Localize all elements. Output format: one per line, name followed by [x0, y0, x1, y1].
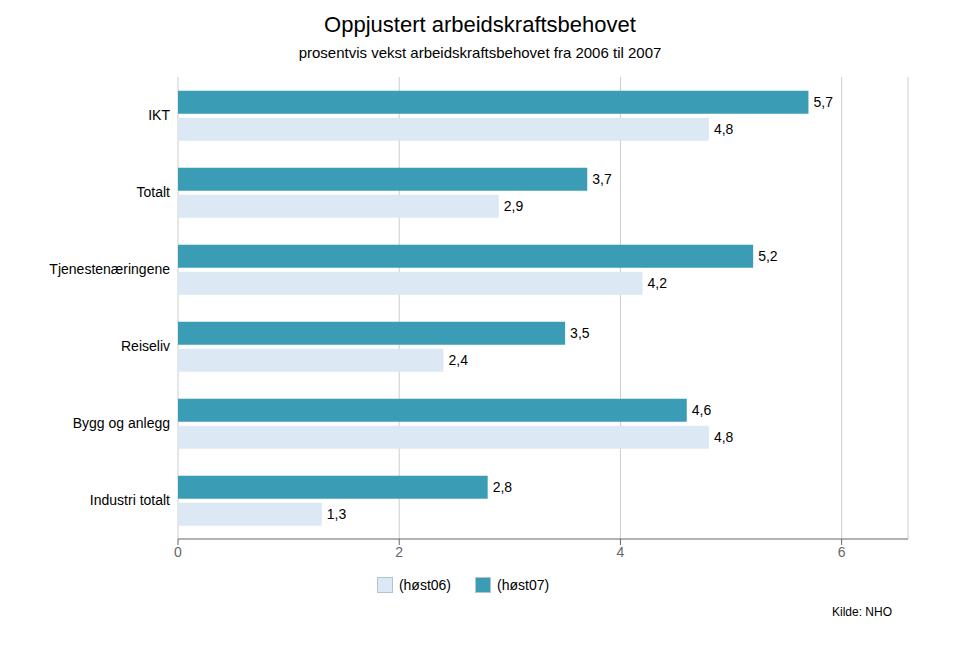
html-text:(høst06): (høst06)	[398, 577, 451, 593]
svg-text:Reiseliv: Reiseliv	[121, 338, 170, 354]
svg-text:3,5: 3,5	[570, 325, 590, 341]
svg-text:2,8: 2,8	[493, 479, 513, 495]
svg-text:Tjenestenæringene: Tjenestenæringene	[49, 261, 170, 277]
svg-text:IKT: IKT	[148, 107, 170, 123]
html-text:prosentvis vekst arbeidskrafts: prosentvis vekst arbeidskraftsbehovet fr…	[298, 44, 662, 61]
svg-text:5,2: 5,2	[758, 248, 778, 264]
svg-text:4,8: 4,8	[714, 429, 734, 445]
svg-text:5,7: 5,7	[813, 94, 833, 110]
svg-text:2: 2	[395, 544, 403, 560]
svg-text:Industri totalt: Industri totalt	[90, 492, 170, 508]
html-text:Oppjustert arbeidskraftsbehove: Oppjustert arbeidskraftsbehovet	[324, 12, 636, 37]
svg-text:4,8: 4,8	[714, 121, 734, 137]
svg-text:6: 6	[838, 544, 846, 560]
svg-text:2,4: 2,4	[448, 352, 468, 368]
svg-text:4: 4	[617, 544, 625, 560]
svg-text:4,6: 4,6	[692, 402, 712, 418]
svg-text:2,9: 2,9	[504, 198, 524, 214]
svg-text:Totalt: Totalt	[137, 184, 171, 200]
svg-text:0: 0	[174, 544, 182, 560]
svg-text:4,2: 4,2	[648, 275, 668, 291]
svg-text:Bygg og anlegg: Bygg og anlegg	[73, 415, 170, 431]
svg-text:3,7: 3,7	[592, 171, 612, 187]
html-text:Kilde: NHO: Kilde: NHO	[832, 605, 892, 619]
html-text:(høst07): (høst07)	[497, 577, 550, 593]
svg-text:1,3: 1,3	[327, 506, 347, 522]
